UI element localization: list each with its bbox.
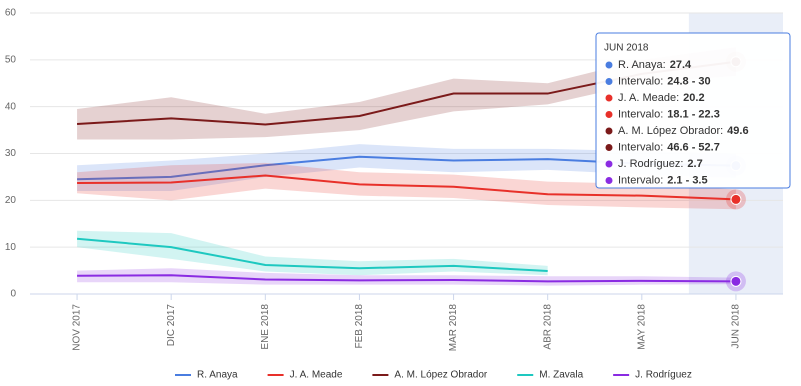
y-tick-label: 60 xyxy=(5,8,17,19)
tooltip-bullet xyxy=(605,160,613,168)
series-line xyxy=(76,237,548,273)
tooltip-label: Intervalo: xyxy=(618,141,663,153)
marker xyxy=(730,275,742,287)
tooltip-label: Intervalo: xyxy=(618,108,663,120)
tooltip-bullet xyxy=(605,78,613,85)
tooltip-box xyxy=(595,32,791,189)
tooltip-value: 24.8 - 30 xyxy=(667,75,710,87)
y-tick-label: 0 xyxy=(10,289,16,300)
legend-label: J. Rodríguez xyxy=(635,370,692,381)
tooltip-label: J. A. Meade: xyxy=(618,92,679,104)
y-tick-label: 10 xyxy=(5,242,17,253)
range-band xyxy=(77,230,548,276)
legend-label: R. Anaya xyxy=(197,370,238,381)
x-tick-label: ENE 2018 xyxy=(260,304,271,350)
tooltip-value: 49.6 xyxy=(727,125,748,137)
tooltip-value: 27.4 xyxy=(670,59,692,71)
tooltip-value: 2.7 xyxy=(687,158,702,170)
tooltip-bullet xyxy=(605,127,613,135)
tooltip-bullet xyxy=(605,94,613,102)
tooltip-label: A. M. López Obrador: xyxy=(618,125,723,137)
x-tick-label: MAY 2018 xyxy=(636,304,647,350)
tooltip-label: Intervalo: xyxy=(618,75,663,87)
tooltip-title: JUN 2018 xyxy=(604,43,649,54)
x-tick-label: ABR 2018 xyxy=(542,304,553,350)
range-band xyxy=(77,47,736,140)
tooltip-value: 18.1 - 22.3 xyxy=(667,108,720,120)
x-tick-label: JUN 2018 xyxy=(731,304,742,349)
y-tick-label: 30 xyxy=(5,148,17,159)
x-tick-label: MAR 2018 xyxy=(448,304,459,352)
x-tick-label: NOV 2017 xyxy=(72,304,83,351)
x-tick-label: DIC 2017 xyxy=(166,304,177,347)
x-tick-label: FEB 2018 xyxy=(354,304,365,349)
tooltip-bullet xyxy=(605,61,613,69)
legend-label: M. Zavala xyxy=(539,370,583,381)
tooltip: JUN 2018 R. Anaya: 27.4 Intervalo: 24.8 - 30… xyxy=(595,32,791,189)
tooltip-value: 46.6 - 52.7 xyxy=(667,141,720,153)
legend-label: A. M. López Obrador xyxy=(394,370,487,381)
tooltip-bullet xyxy=(605,177,613,184)
tooltip-label: J. Rodríguez: xyxy=(618,158,683,170)
tooltip-bullet xyxy=(605,144,613,151)
series-line xyxy=(77,174,736,201)
marker xyxy=(730,193,742,205)
y-tick-label: 40 xyxy=(5,101,17,112)
tooltip-value: 2.1 - 3.5 xyxy=(667,174,707,186)
legend-label: J. A. Meade xyxy=(290,370,343,381)
tooltip-label: R. Anaya: xyxy=(618,59,666,71)
y-tick-label: 50 xyxy=(5,54,17,65)
range-band xyxy=(77,144,736,191)
tooltip-label: Intervalo: xyxy=(618,174,663,186)
tooltip-bullet xyxy=(605,111,613,118)
legend: R. Anaya J. A. Meade A. M. López Obrador M.… xyxy=(175,370,692,381)
y-tick-label: 20 xyxy=(5,195,17,206)
series-line xyxy=(77,274,736,283)
tooltip-value: 20.2 xyxy=(683,92,704,104)
